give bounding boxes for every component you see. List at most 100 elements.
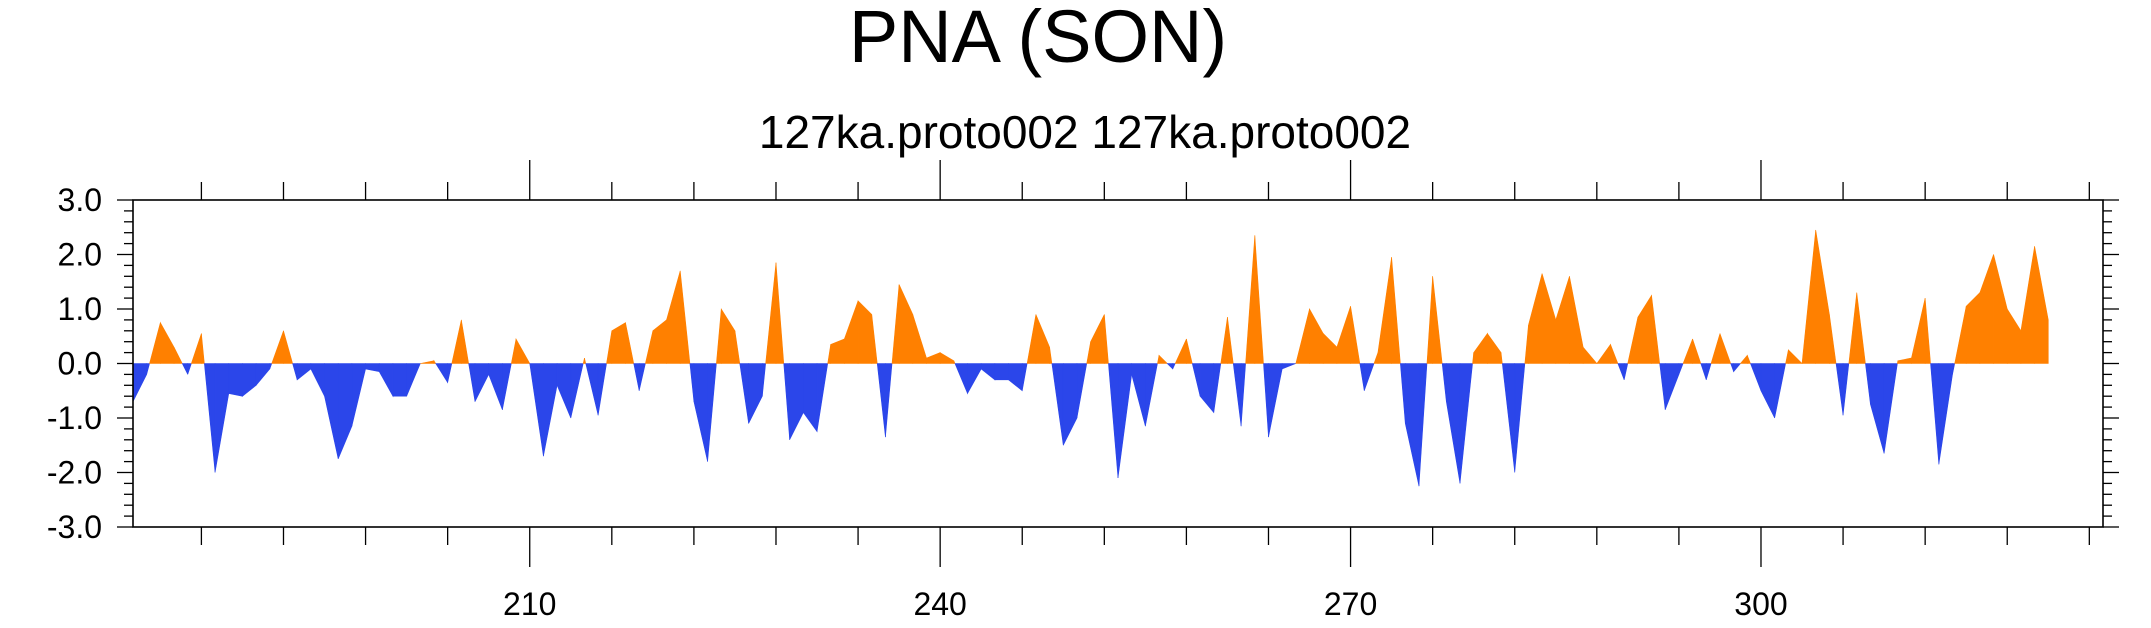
negative-area bbox=[337, 363, 353, 459]
negative-area bbox=[292, 363, 298, 380]
positive-area bbox=[1627, 317, 1639, 364]
negative-area bbox=[447, 363, 453, 383]
positive-area bbox=[1174, 338, 1187, 364]
negative-area bbox=[1166, 363, 1174, 370]
positive-area bbox=[1227, 317, 1234, 364]
positive-area bbox=[1035, 314, 1050, 364]
positive-area bbox=[1610, 344, 1619, 364]
negative-area bbox=[1659, 363, 1666, 410]
positive-area bbox=[190, 333, 202, 364]
negative-area bbox=[1359, 363, 1365, 391]
positive-area bbox=[461, 319, 469, 364]
negative-area bbox=[296, 363, 312, 381]
negative-area bbox=[1865, 363, 1871, 405]
positive-area bbox=[775, 262, 785, 364]
negative-area bbox=[1760, 363, 1775, 419]
positive-area bbox=[1541, 273, 1557, 364]
positive-area bbox=[871, 314, 878, 364]
positive-area bbox=[1377, 257, 1392, 364]
negative-area bbox=[435, 363, 448, 384]
positive-area bbox=[1848, 292, 1858, 364]
positive-area bbox=[1500, 352, 1503, 364]
positive-area bbox=[953, 360, 956, 364]
x-tick-label: 270 bbox=[1324, 586, 1377, 622]
positive-area bbox=[420, 360, 435, 364]
positive-area bbox=[1965, 291, 1981, 364]
negative-area bbox=[597, 363, 607, 416]
x-tick-label: 210 bbox=[503, 586, 556, 622]
negative-area bbox=[1664, 363, 1680, 410]
positive-area bbox=[1801, 229, 1817, 364]
negative-area bbox=[392, 363, 407, 397]
y-tick-label: 2.0 bbox=[58, 237, 102, 273]
negative-area bbox=[1870, 363, 1885, 454]
negative-area bbox=[556, 363, 572, 419]
negative-area bbox=[1678, 363, 1684, 375]
positive-area bbox=[2034, 246, 2049, 364]
positive-area bbox=[716, 308, 722, 364]
positive-area bbox=[1829, 314, 1837, 364]
positive-area bbox=[1487, 332, 1502, 364]
negative-area bbox=[1145, 363, 1158, 427]
negative-area bbox=[693, 363, 708, 462]
positive-area bbox=[433, 359, 437, 364]
negative-area bbox=[1883, 363, 1898, 454]
positive-area bbox=[1747, 355, 1751, 364]
negative-area bbox=[885, 363, 893, 438]
negative-area bbox=[255, 363, 271, 387]
positive-area bbox=[679, 270, 691, 364]
positive-area bbox=[645, 330, 654, 364]
positive-area bbox=[1555, 276, 1570, 364]
positive-area bbox=[149, 322, 161, 364]
positive-area bbox=[2020, 246, 2035, 364]
positive-area bbox=[611, 322, 626, 364]
positive-area bbox=[283, 330, 294, 364]
positive-area bbox=[1710, 333, 1721, 364]
positive-area bbox=[1856, 292, 1866, 364]
negative-area bbox=[488, 363, 503, 410]
negative-area bbox=[633, 363, 640, 391]
positive-area bbox=[1788, 349, 1803, 364]
negative-area bbox=[1750, 363, 1762, 391]
negative-area bbox=[1418, 363, 1428, 487]
negative-area bbox=[876, 363, 886, 438]
positive-area bbox=[1473, 332, 1488, 364]
positive-area bbox=[1104, 314, 1109, 364]
negative-area bbox=[1108, 363, 1119, 478]
y-tick-label: -2.0 bbox=[47, 455, 102, 491]
negative-area bbox=[1008, 363, 1023, 392]
negative-area bbox=[1705, 363, 1712, 380]
negative-area bbox=[816, 363, 829, 432]
negative-area bbox=[954, 363, 968, 394]
positive-area bbox=[271, 330, 284, 364]
negative-area bbox=[1051, 363, 1064, 446]
positive-area bbox=[1924, 298, 1931, 364]
positive-area bbox=[1245, 235, 1256, 364]
positive-area bbox=[857, 300, 873, 364]
negative-area bbox=[187, 363, 192, 375]
positive-area bbox=[1682, 338, 1693, 364]
positive-area bbox=[765, 262, 777, 364]
negative-area bbox=[803, 363, 818, 433]
positive-area bbox=[1373, 352, 1379, 364]
negative-area bbox=[242, 363, 257, 397]
positive-area bbox=[1637, 294, 1652, 364]
negative-area bbox=[1952, 363, 1956, 375]
negative-area bbox=[181, 363, 189, 375]
positive-area bbox=[1815, 229, 1830, 364]
negative-area bbox=[1117, 363, 1132, 478]
positive-area bbox=[1432, 276, 1443, 364]
plot-area bbox=[132, 229, 2049, 487]
negative-area bbox=[1835, 363, 1844, 416]
positive-area bbox=[1596, 343, 1611, 364]
negative-area bbox=[351, 363, 366, 427]
negative-area bbox=[707, 363, 717, 462]
negative-area bbox=[1623, 363, 1629, 380]
negative-area bbox=[406, 363, 421, 397]
y-tick-label: -3.0 bbox=[47, 509, 102, 545]
positive-area bbox=[1651, 295, 1661, 364]
negative-area bbox=[762, 363, 766, 397]
positive-area bbox=[1692, 338, 1702, 364]
positive-area bbox=[1391, 257, 1401, 364]
negative-area bbox=[1446, 363, 1461, 484]
